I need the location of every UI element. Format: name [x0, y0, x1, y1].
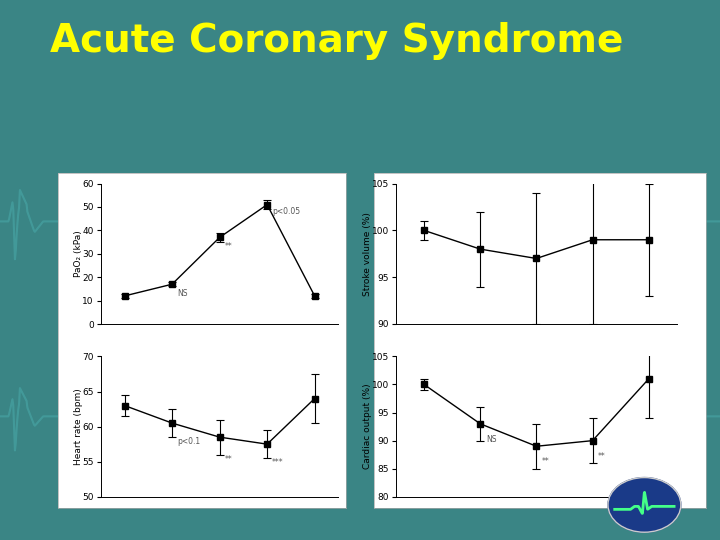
Y-axis label: PaO₂ (kPa): PaO₂ (kPa): [73, 231, 83, 277]
Text: NS: NS: [486, 435, 496, 444]
Text: NS: NS: [177, 289, 187, 298]
Text: **: **: [598, 452, 606, 461]
Text: ***: ***: [272, 458, 284, 467]
Text: p<0.05: p<0.05: [272, 207, 300, 216]
Circle shape: [608, 477, 681, 532]
Text: **: **: [542, 457, 550, 467]
Text: **: **: [225, 455, 232, 464]
Y-axis label: Heart rate (bpm): Heart rate (bpm): [73, 388, 83, 465]
Text: p<0.1: p<0.1: [177, 437, 200, 446]
Text: **: **: [225, 242, 232, 251]
Text: Acute Coronary Syndrome: Acute Coronary Syndrome: [50, 22, 624, 59]
Y-axis label: Stroke volume (%): Stroke volume (%): [363, 212, 372, 296]
Y-axis label: Cardiac output (%): Cardiac output (%): [363, 384, 372, 469]
